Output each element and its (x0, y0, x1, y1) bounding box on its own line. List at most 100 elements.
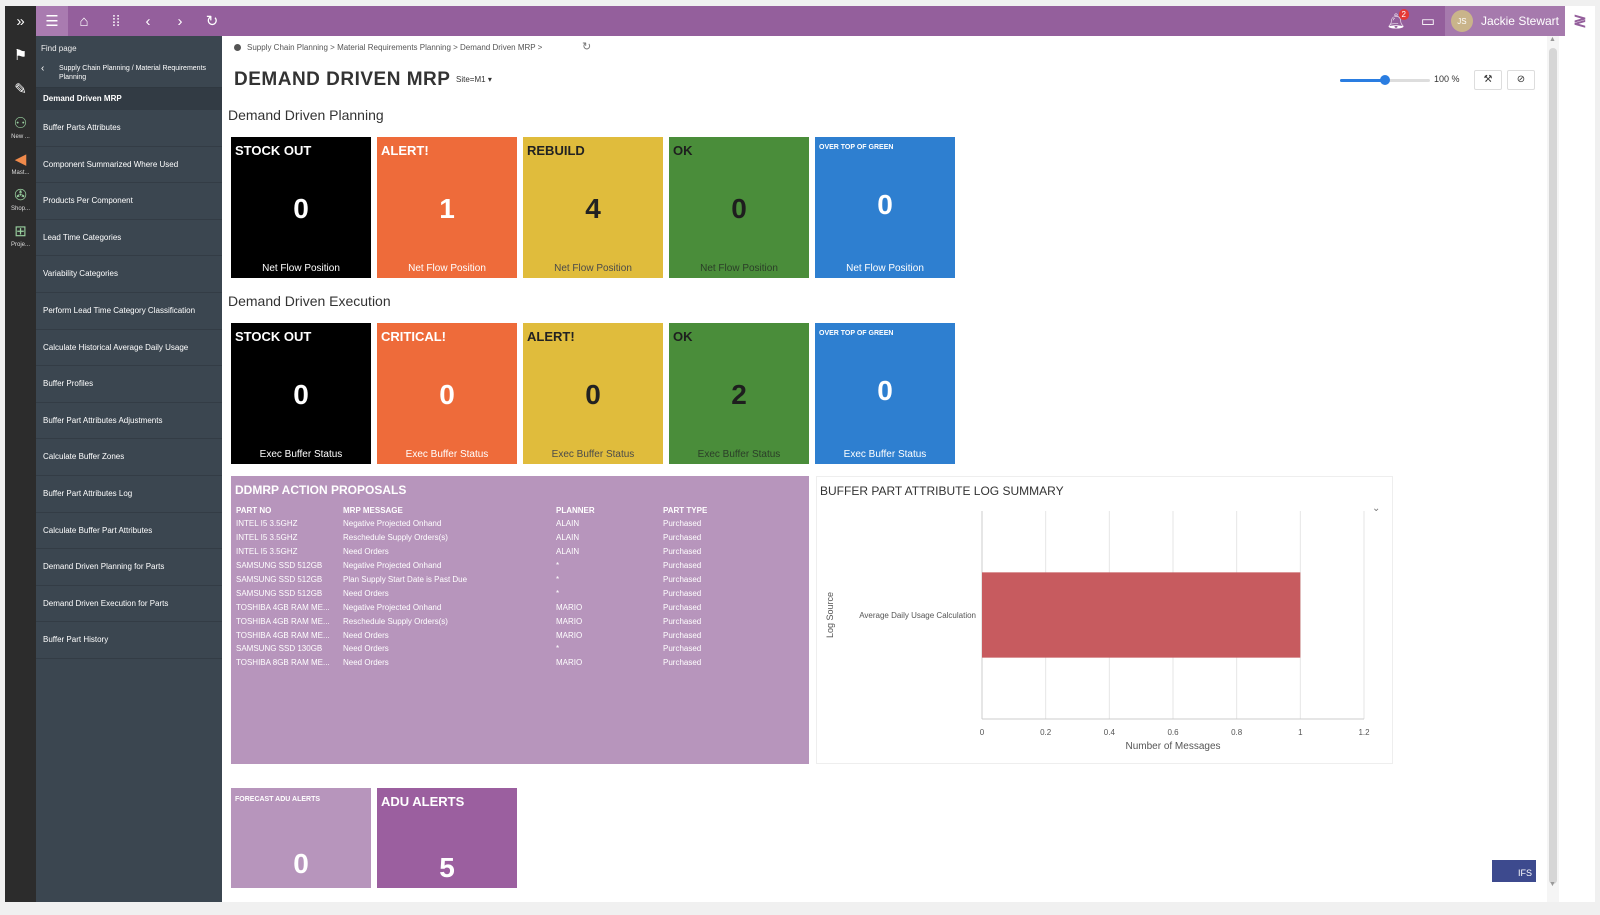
table-row[interactable]: INTEL I5 3.5GHZ Negative Projected Onhand… (236, 517, 743, 531)
table-cell: Need Orders (343, 588, 389, 598)
table-cell: MARIO (556, 602, 583, 612)
table-row[interactable]: SAMSUNG SSD 512GB Negative Projected Onha… (236, 559, 743, 573)
refresh-icon[interactable]: ↻ (205, 13, 219, 30)
planning-section-title: Demand Driven Planning (228, 107, 384, 123)
nav-item[interactable]: Buffer Profiles (36, 366, 222, 403)
navigation-panel: Find page ‹ Supply Chain Planning / Mate… (36, 36, 222, 902)
table-cell: SAMSUNG SSD 512GB (236, 575, 323, 584)
nav-item[interactable]: Demand Driven Planning for Parts (36, 549, 222, 586)
table-cell: Need Orders (343, 630, 389, 640)
execution-tile-over-top-of-green[interactable]: OVER TOP OF GREEN 0 Exec Buffer Status (815, 323, 955, 464)
table-cell: Need Orders (343, 658, 389, 668)
table-row[interactable]: INTEL I5 3.5GHZ Need Orders ALAIN Purchased (236, 545, 743, 559)
table-row[interactable]: SAMSUNG SSD 130GB Need Orders * Purchased (236, 642, 743, 656)
table-row[interactable]: SAMSUNG SSD 512GB Need Orders * Purchased (236, 586, 743, 600)
execution-tile-alert[interactable]: ALERT! 0 Exec Buffer Status (523, 323, 663, 464)
planning-tile-stock-out[interactable]: STOCK OUT 0 Net Flow Position (231, 137, 371, 278)
chevron-down-icon[interactable]: ⌄ (1372, 503, 1381, 514)
vertical-scrollbar[interactable]: ▲ ▼ (1547, 36, 1559, 902)
x-tick-label: 1 (1298, 728, 1303, 737)
x-tick-label: 0 (980, 728, 985, 737)
proposals-table: PART NO MRP MESSAGE PLANNER PART TYPE IN… (236, 503, 743, 670)
rail-item-proje[interactable]: ⊞ Proje... (10, 223, 30, 248)
home-icon[interactable]: ⌂ (79, 12, 89, 30)
nav-item[interactable]: Lead Time Categories (36, 220, 222, 257)
zoom-slider[interactable] (1340, 74, 1430, 86)
table-row[interactable]: TOSHIBA 4GB RAM ME... Reschedule Supply O… (236, 614, 743, 628)
planning-tile-alert[interactable]: ALERT! 1 Net Flow Position (377, 137, 517, 278)
megaphone-icon: ◀ (14, 151, 27, 168)
hamburger-menu-icon[interactable]: ☰ (36, 6, 68, 36)
table-cell: Purchased (663, 575, 702, 584)
nav-item[interactable]: Perform Lead Time Category Classificatio… (36, 293, 222, 330)
table-cell: Negative Projected Onhand (343, 602, 442, 612)
user-menu[interactable]: JS Jackie Stewart (1444, 6, 1565, 36)
table-row[interactable]: TOSHIBA 8GB RAM ME... Need Orders MARIO Pur… (236, 656, 743, 670)
nav-item[interactable]: Products Per Component (36, 183, 222, 220)
wrench-tool-button[interactable]: ⚒ (1474, 70, 1502, 90)
avatar: JS (1450, 10, 1473, 32)
x-tick-label: 0.6 (1167, 728, 1179, 737)
nav-item[interactable]: Component Summarized Where Used (36, 147, 222, 184)
find-page-input[interactable]: Find page (41, 44, 77, 53)
cart-icon[interactable]: ▭ (1420, 13, 1436, 30)
buffer-log-summary-panel[interactable]: BUFFER PART ATTRIBUTE LOG SUMMARY ⌄ 0 0.2… (816, 476, 1393, 764)
planning-tile-over-top-of-green[interactable]: OVER TOP OF GREEN 0 Net Flow Position (815, 137, 955, 278)
apps-grid-icon[interactable]: ⁞⁞ (111, 12, 121, 30)
table-cell: SAMSUNG SSD 130GB (236, 644, 323, 654)
refresh-page-icon[interactable]: ↻ (582, 41, 592, 53)
table-row[interactable]: INTEL I5 3.5GHZ Reschedule Supply Orders(… (236, 531, 743, 545)
nav-item[interactable]: Calculate Buffer Zones (36, 439, 222, 476)
nav-item[interactable]: Demand Driven Execution for Parts (36, 586, 222, 623)
adu-alerts-tile[interactable]: ADU ALERTS 5 (377, 788, 517, 888)
nav-item[interactable]: Calculate Buffer Part Attributes (36, 513, 222, 550)
table-row[interactable]: SAMSUNG SSD 512GB Plan Supply Start Date … (236, 573, 743, 587)
people-icon: ⚇ (13, 115, 28, 132)
planning-tile-ok[interactable]: OK 0 Net Flow Position (669, 137, 809, 278)
zoom-slider-handle[interactable] (1380, 75, 1390, 85)
nav-item[interactable]: Variability Categories (36, 256, 222, 293)
breadcrumb[interactable]: Supply Chain Planning > Material Require… (234, 43, 542, 52)
caret-down-icon: ▾ (487, 75, 492, 84)
nav-item[interactable]: Buffer Part History (36, 622, 222, 659)
forward-icon[interactable]: › (177, 12, 183, 30)
hierarchy-icon: ⊞ (14, 223, 27, 240)
table-cell: Plan Supply Start Date is Past Due (343, 575, 468, 584)
execution-tile-critical[interactable]: CRITICAL! 0 Exec Buffer Status (377, 323, 517, 464)
nav-item[interactable]: Buffer Part Attributes Log (36, 476, 222, 513)
execution-tile-stock-out[interactable]: STOCK OUT 0 Exec Buffer Status (231, 323, 371, 464)
rail-item-shop[interactable]: ✇ Shop... (10, 187, 30, 212)
link-tool-button[interactable]: ⊘ (1507, 70, 1535, 90)
table-cell: MARIO (556, 630, 583, 640)
ifs-logo-icon[interactable]: ≷ (1565, 6, 1595, 36)
table-cell: * (556, 644, 560, 654)
nav-item[interactable]: Buffer Parts Attributes (36, 110, 222, 147)
ddmrp-action-proposals[interactable]: DDMRP ACTION PROPOSALS PART NO MRP MESSA… (231, 476, 809, 764)
nav-item[interactable]: Buffer Part Attributes Adjustments (36, 403, 222, 440)
nav-back-button[interactable]: ‹ Supply Chain Planning / Material Requi… (36, 58, 222, 88)
pencil-icon[interactable]: ✎ (14, 81, 27, 98)
table-cell: Reschedule Supply Orders(s) (343, 533, 448, 543)
scrollbar-thumb[interactable] (1549, 48, 1557, 884)
page-title: DEMAND DRIVEN MRP (234, 69, 451, 90)
nav-current-page: Demand Driven MRP (36, 88, 222, 110)
scroll-up-icon[interactable]: ▲ (1549, 36, 1556, 43)
expand-rail-icon[interactable]: » (5, 6, 36, 36)
planning-tile-rebuild[interactable]: REBUILD 4 Net Flow Position (523, 137, 663, 278)
site-selector[interactable]: Site=M1 ▾ (456, 75, 492, 84)
rail-item-new[interactable]: ⚇ New ... (11, 115, 30, 140)
x-axis-title: Number of Messages (1125, 741, 1220, 752)
notifications-button[interactable]: 🔔︎ 2 (1381, 9, 1411, 30)
bookmark-icon[interactable]: ⚑ (13, 47, 28, 64)
rail-item-mast[interactable]: ◀ Mast... (11, 151, 30, 176)
nav-list: Buffer Parts Attributes Component Summari… (36, 110, 222, 659)
table-cell: Negative Projected Onhand (343, 561, 442, 571)
forecast-adu-alerts-tile[interactable]: FORECAST ADU ALERTS 0 (231, 788, 371, 888)
chart-title: BUFFER PART ATTRIBUTE LOG SUMMARY (820, 484, 1064, 498)
table-row[interactable]: TOSHIBA 4GB RAM ME... Negative Projected … (236, 600, 743, 614)
table-row[interactable]: TOSHIBA 4GB RAM ME... Need Orders MARIO Pur… (236, 628, 743, 642)
back-icon[interactable]: ‹ (145, 12, 151, 30)
scroll-down-icon[interactable]: ▼ (1549, 881, 1556, 888)
nav-item[interactable]: Calculate Historical Average Daily Usage (36, 330, 222, 367)
execution-tile-ok[interactable]: OK 2 Exec Buffer Status (669, 323, 809, 464)
